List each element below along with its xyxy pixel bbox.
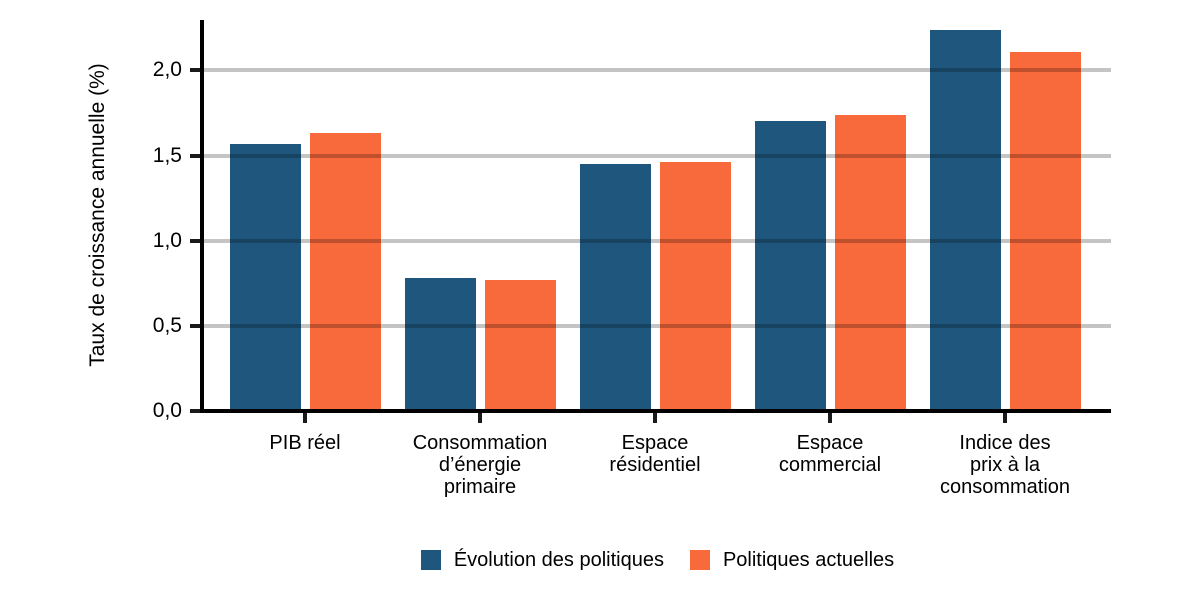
- y-tick-label-1,0: 1,0: [152, 228, 182, 252]
- legend-swatch-evolution-des-politiques: [420, 550, 441, 570]
- category-label-5: Indice des prix à la consommation: [939, 432, 1071, 498]
- bar-actuelles-5: [1009, 51, 1081, 411]
- bar-evolution-4: [754, 121, 826, 411]
- category-label-1: PIB réel: [269, 432, 341, 454]
- bar-actuelles-4: [834, 114, 906, 411]
- y-tick-1,5: [190, 153, 200, 158]
- x-axis-line: [197, 409, 1111, 413]
- category-label-2: Consommation d’énergie primaire: [412, 432, 548, 498]
- y-tick-2,0: [190, 68, 200, 73]
- bar-evolution-3: [579, 164, 651, 411]
- bar-evolution-5: [929, 29, 1001, 411]
- legend-label-evolution-des-politiques: Évolution des politiques: [453, 548, 664, 571]
- category-label-4: Espace commercial: [778, 432, 882, 476]
- category-label-3: Espace résidentiel: [609, 432, 701, 476]
- bar-evolution-2: [404, 278, 476, 411]
- y-tick-0,5: [190, 323, 200, 328]
- gridline-2: [204, 68, 1111, 73]
- gridline-0.5: [204, 323, 1111, 328]
- bar-actuelles-1: [309, 133, 381, 411]
- legend-label-politiques-actuelles: Politiques actuelles: [722, 548, 895, 571]
- bar-actuelles-2: [484, 279, 556, 411]
- y-tick-label-0,5: 0,5: [152, 313, 182, 337]
- bar-evolution-1: [229, 143, 301, 411]
- y-tick-label-0,0: 0,0: [152, 399, 182, 422]
- x-tick-2: [478, 413, 482, 423]
- legend-item-evolution-des-politiques: Évolution des politiques: [420, 548, 664, 572]
- x-tick-5: [1003, 413, 1007, 423]
- gridline-1: [204, 238, 1111, 243]
- y-tick-label-1,5: 1,5: [152, 143, 182, 167]
- x-tick-1: [303, 413, 307, 423]
- legend-swatch-politiques-actuelles: [689, 550, 710, 570]
- gridline-1.5: [204, 153, 1111, 158]
- bar-actuelles-3: [659, 162, 731, 411]
- x-tick-4: [828, 413, 832, 423]
- y-tick-0,0: [190, 409, 200, 413]
- y-axis-line: [200, 20, 204, 413]
- legend: Évolution des politiques Politiques actu…: [204, 540, 1111, 580]
- x-tick-3: [653, 413, 657, 423]
- y-tick-1,0: [190, 238, 200, 243]
- y-tick-label-2,0: 2,0: [152, 58, 182, 82]
- legend-item-politiques-actuelles: Politiques actuelles: [689, 548, 895, 572]
